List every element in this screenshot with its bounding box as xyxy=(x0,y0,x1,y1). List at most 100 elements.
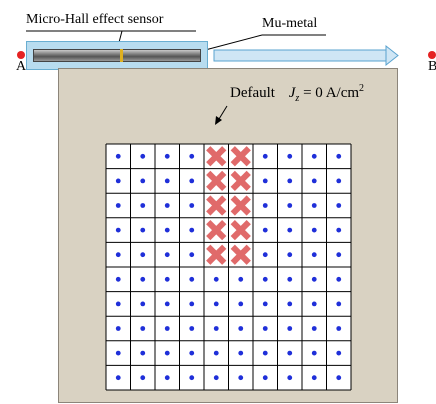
current-dot xyxy=(189,252,195,258)
current-dot xyxy=(262,301,268,307)
default-cell-cross xyxy=(230,244,251,265)
default-cell-cross xyxy=(206,219,227,241)
current-dot xyxy=(262,350,268,356)
mu-metal-label: Mu-metal xyxy=(262,16,318,31)
current-dot xyxy=(287,301,293,307)
current-dot xyxy=(287,153,293,159)
current-dot xyxy=(189,375,195,381)
current-dot xyxy=(287,276,293,282)
default-leader-arrowhead xyxy=(215,116,222,125)
current-dot xyxy=(238,301,244,307)
current-dot xyxy=(287,350,293,356)
current-dot xyxy=(262,153,268,159)
current-dot xyxy=(238,350,244,356)
current-grid xyxy=(105,105,352,391)
current-dot xyxy=(164,227,170,233)
point-b-marker xyxy=(428,51,436,59)
current-dot xyxy=(164,178,170,184)
current-dot xyxy=(311,252,317,258)
current-dot xyxy=(115,252,121,258)
current-dot xyxy=(336,178,342,184)
current-dot xyxy=(115,326,121,331)
current-dot xyxy=(115,276,121,282)
current-dot xyxy=(311,350,317,356)
default-leader xyxy=(218,105,228,120)
default-cell-cross xyxy=(230,219,251,241)
scan-arrow-shaft xyxy=(213,49,387,62)
scan-arrow xyxy=(213,44,399,67)
current-dot xyxy=(311,153,317,159)
default-cell-cross xyxy=(230,195,251,216)
current-dot xyxy=(140,350,146,356)
current-dot xyxy=(262,227,268,233)
current-dot xyxy=(213,375,219,381)
current-dot xyxy=(336,153,342,159)
current-dot xyxy=(164,375,170,381)
current-dot xyxy=(164,301,170,307)
current-dot xyxy=(262,203,268,208)
scan-arrow-head xyxy=(385,44,399,67)
current-dot xyxy=(287,252,293,258)
current-dot xyxy=(164,276,170,282)
current-dot xyxy=(140,252,146,258)
current-dot xyxy=(213,326,219,331)
current-dot xyxy=(336,326,342,331)
current-dot xyxy=(311,178,317,184)
point-b-label: B xyxy=(428,59,436,74)
current-dot xyxy=(213,350,219,356)
current-dot xyxy=(311,326,317,331)
current-dot xyxy=(140,227,146,233)
current-dot xyxy=(262,178,268,184)
current-dot xyxy=(115,203,121,208)
current-dot xyxy=(140,301,146,307)
current-dot xyxy=(262,252,268,258)
current-dot xyxy=(164,252,170,258)
current-dot xyxy=(336,203,342,208)
current-dot xyxy=(238,375,244,381)
sensor-assembly xyxy=(26,41,208,70)
default-prefix: Default xyxy=(230,85,275,101)
current-dot xyxy=(262,326,268,331)
current-dot xyxy=(311,301,317,307)
current-dot xyxy=(311,203,317,208)
sample-panel: Default Jz = 0 A/cm2 xyxy=(58,68,398,403)
current-dot xyxy=(140,203,146,208)
current-dot xyxy=(140,375,146,381)
current-dot xyxy=(336,252,342,258)
current-dot xyxy=(189,227,195,233)
current-dot xyxy=(311,227,317,233)
current-dot xyxy=(189,326,195,331)
mu-metal-rod xyxy=(33,49,201,62)
current-dot xyxy=(164,203,170,208)
current-dot xyxy=(336,350,342,356)
default-cell-cross xyxy=(206,146,227,167)
current-dot xyxy=(164,326,170,331)
current-dot xyxy=(287,375,293,381)
current-dot xyxy=(287,178,293,184)
current-dot xyxy=(238,326,244,331)
current-dot xyxy=(287,203,293,208)
jz-value: = 0 A/cm xyxy=(299,85,360,101)
current-dot xyxy=(287,227,293,233)
current-dot xyxy=(115,301,121,307)
current-dot xyxy=(115,375,121,381)
current-dot xyxy=(213,301,219,307)
current-dot xyxy=(311,276,317,282)
default-cell-cross xyxy=(230,146,251,167)
current-dot xyxy=(336,375,342,381)
current-dot xyxy=(140,178,146,184)
current-dot xyxy=(164,350,170,356)
current-dot xyxy=(336,227,342,233)
current-dot xyxy=(189,350,195,356)
current-dot xyxy=(140,153,146,159)
jz-exponent: 2 xyxy=(359,83,365,94)
current-dot xyxy=(115,227,121,233)
current-dot xyxy=(189,203,195,208)
current-dot xyxy=(189,178,195,184)
default-cell-cross xyxy=(206,195,227,216)
current-dot xyxy=(311,375,317,381)
current-dot xyxy=(262,375,268,381)
current-dot xyxy=(238,276,244,282)
current-dot xyxy=(262,276,268,282)
current-dot xyxy=(140,276,146,282)
